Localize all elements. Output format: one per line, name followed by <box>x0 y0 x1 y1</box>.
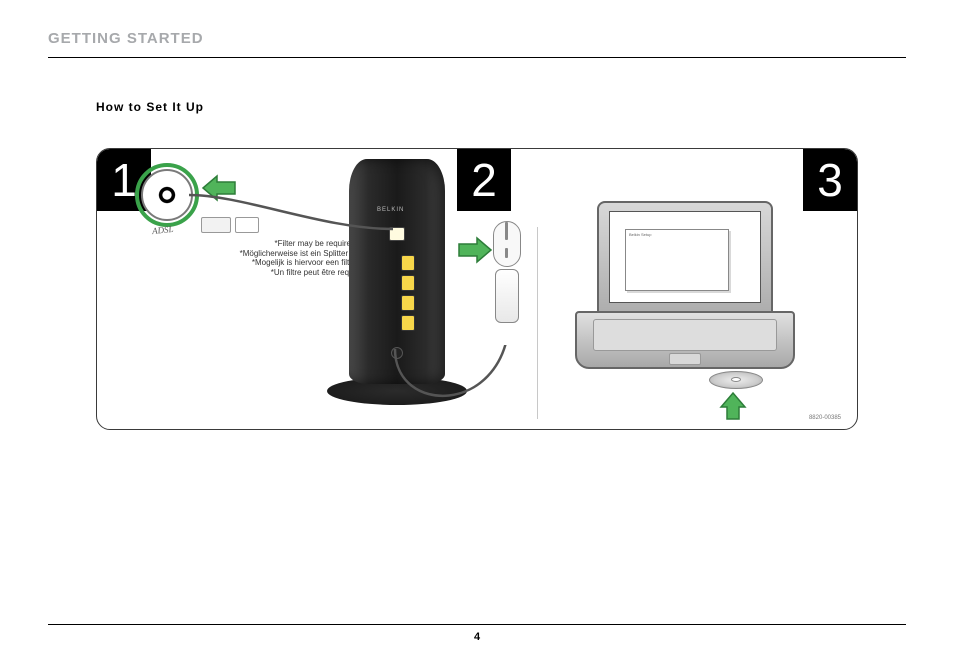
diagram-wrapper: 1 2 3 ADSL *Filter may be required *Mög <box>96 148 858 430</box>
router-lan-port <box>401 315 415 331</box>
header-rule <box>48 57 906 58</box>
router-lan-port <box>401 275 415 291</box>
step-badge-3: 3 <box>803 149 857 211</box>
cd-hole <box>731 377 741 382</box>
setup-diagram: 1 2 3 ADSL *Filter may be required *Mög <box>96 148 858 430</box>
page-container: GETTING STARTED How to Set It Up 1 2 3 A… <box>0 0 954 430</box>
laptop-window: Belkin Setup <box>625 229 729 291</box>
section-title: GETTING STARTED <box>48 30 906 47</box>
page-subtitle: How to Set It Up <box>96 100 906 114</box>
laptop-illustration: Belkin Setup <box>575 201 795 381</box>
router-lan-port <box>401 295 415 311</box>
laptop-window-title: Belkin Setup <box>629 232 651 237</box>
adsl-jack-port <box>157 185 177 205</box>
router-lan-port <box>401 255 415 271</box>
document-code: 8820-00385 <box>809 415 841 421</box>
power-adapter-icon <box>495 269 519 323</box>
page-footer: 4 <box>48 624 906 643</box>
power-cable <box>391 345 531 425</box>
page-number: 4 <box>474 631 480 643</box>
arrow-power-icon <box>457 235 493 270</box>
adsl-cable <box>183 189 393 249</box>
arrow-insert-cd-icon <box>719 391 747 426</box>
laptop-keyboard <box>593 319 777 351</box>
adsl-label: ADSL <box>152 224 174 236</box>
wall-outlet-icon <box>493 221 521 267</box>
laptop-trackpad <box>669 353 701 365</box>
panel-divider <box>537 227 538 419</box>
